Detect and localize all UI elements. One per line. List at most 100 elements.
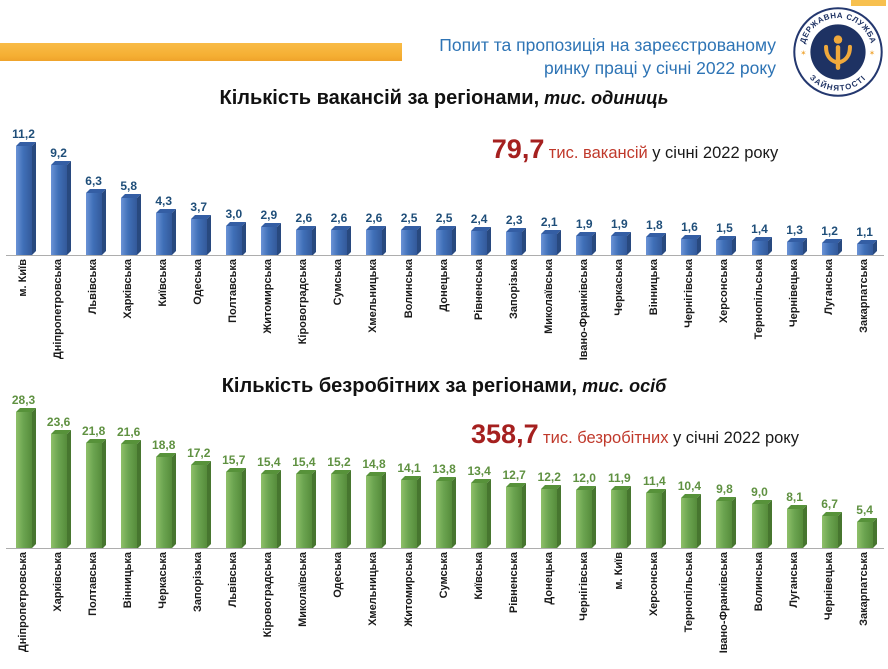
bar-value-label: 21,8 [81, 423, 106, 438]
bar [471, 483, 488, 548]
bar-column: 1,6 [672, 127, 707, 255]
bar-value-label: 12,7 [502, 467, 526, 482]
category-label: Луганська [823, 259, 836, 315]
bar-column: 11,4 [637, 393, 672, 548]
category-label-cell: Черкаська [146, 552, 181, 669]
bar-column: 2,9 [251, 127, 286, 255]
bar-column: 2,5 [392, 127, 427, 255]
category-label: Івано-Франківська [577, 259, 590, 361]
bar [541, 234, 558, 255]
bar [330, 229, 347, 255]
bar-column: 15,2 [321, 393, 356, 548]
bar [190, 464, 207, 548]
category-label-cell: Волинська [742, 552, 777, 669]
category-label-cell: Рівненська [462, 259, 497, 375]
bar [681, 497, 698, 548]
category-label: Київська [472, 552, 485, 600]
bar-value-label: 2,3 [505, 213, 523, 228]
bar-column: 5,8 [111, 127, 146, 255]
bar-value-label: 15,7 [222, 453, 246, 467]
bar [365, 476, 382, 548]
bar [681, 239, 698, 255]
chart2-title-main: Кількість безробітних за регіонами, [221, 375, 578, 397]
bar-value-label: 23,6 [46, 414, 71, 429]
category-label-cell: Сумська [321, 259, 356, 375]
bar-value-label: 1,5 [716, 221, 733, 236]
chart2-total-value: 358,7 [471, 419, 539, 449]
bar-value-label: 13,8 [432, 462, 456, 477]
category-label: Кіровоградська [262, 552, 275, 638]
chart1-total-value: 79,7 [491, 134, 545, 164]
bar [751, 504, 768, 548]
bar-column: 12,0 [567, 393, 602, 548]
category-label-cell: Волинська [392, 259, 427, 375]
bar [365, 229, 382, 255]
category-label-cell: Дніпропетровська [41, 259, 76, 375]
bar-column: 21,6 [111, 393, 146, 548]
category-label: Київська [157, 259, 170, 307]
bar-column: 8,1 [777, 393, 812, 548]
bar-value-label: 14,1 [397, 460, 421, 475]
category-label: Полтавська [87, 552, 100, 616]
category-label: Дніпропетровська [52, 259, 65, 360]
bar-value-label: 1,2 [821, 224, 838, 239]
bar [611, 490, 628, 548]
category-label: Тернопільська [682, 552, 695, 633]
bar-column: 1,8 [637, 127, 672, 255]
bar [401, 479, 418, 548]
bar-value-label: 9,8 [716, 481, 733, 496]
category-label-cell: Житомирська [251, 259, 286, 375]
logo-wheat-left-icon: ✶ [800, 49, 806, 58]
category-label-cell: Луганська [812, 259, 847, 375]
bar-value-label: 2,6 [365, 210, 383, 225]
bar [541, 489, 558, 548]
bar-value-label: 1,1 [856, 225, 873, 240]
bar [225, 472, 242, 548]
category-label-cell: м. Київ [602, 552, 637, 669]
category-label: Хмельницька [367, 259, 380, 333]
bar-value-label: 1,3 [786, 223, 803, 238]
bar-column: 14,8 [356, 393, 391, 548]
bar [120, 198, 137, 255]
category-label: Черкаська [157, 552, 170, 609]
bar-column: 23,6 [41, 393, 76, 548]
category-label: Харківська [52, 552, 65, 612]
bar-column: 4,3 [146, 127, 181, 255]
bar [155, 212, 172, 255]
bar-value-label: 1,8 [646, 218, 663, 233]
chart2-title-unit: тис. осіб [577, 376, 667, 396]
bar-value-label: 2,9 [260, 207, 278, 222]
category-label: Вінницька [647, 259, 660, 316]
category-label-cell: Полтавська [76, 552, 111, 669]
category-label-cell: Київська [462, 552, 497, 669]
bar [225, 225, 242, 255]
category-label-cell: Чернівецька [812, 552, 847, 669]
bar-value-label: 2,6 [330, 210, 348, 225]
bar-column: 13,8 [427, 393, 462, 548]
bar-column: 2,3 [497, 127, 532, 255]
bar-column: 1,5 [707, 127, 742, 255]
bar-value-label: 11,2 [12, 127, 35, 141]
bar-value-label: 3,7 [190, 199, 208, 214]
category-label: Херсонська [647, 552, 660, 617]
chart1-annotation: 79,7 тис. вакансій у січні 2022 року [450, 134, 820, 165]
category-label: Закарпатська [858, 552, 871, 626]
bar-value-label: 11,9 [607, 471, 631, 486]
chart2-total-unit: тис. безробітних [543, 429, 669, 447]
bar-value-label: 15,4 [292, 454, 316, 469]
bar [295, 473, 312, 548]
category-label-cell: Донецька [427, 259, 462, 375]
bar-value-label: 12,2 [537, 470, 561, 484]
category-label: Одеська [192, 259, 205, 305]
category-label-cell: м. Київ [6, 259, 41, 375]
page-title: Попит та пропозиція на зареєстрованому р… [400, 34, 776, 80]
bar-column: 2,1 [532, 127, 567, 255]
chart1-title-main: Кількість вакансій за регіонами, [219, 87, 540, 109]
bar-column: 1,9 [602, 127, 637, 255]
category-label-cell: Черкаська [602, 259, 637, 375]
bar-value-label: 28,3 [11, 393, 36, 407]
category-label: Волинська [753, 552, 765, 612]
bar [50, 433, 67, 548]
bar-value-label: 2,1 [540, 215, 558, 230]
bar-column: 2,4 [462, 127, 497, 255]
